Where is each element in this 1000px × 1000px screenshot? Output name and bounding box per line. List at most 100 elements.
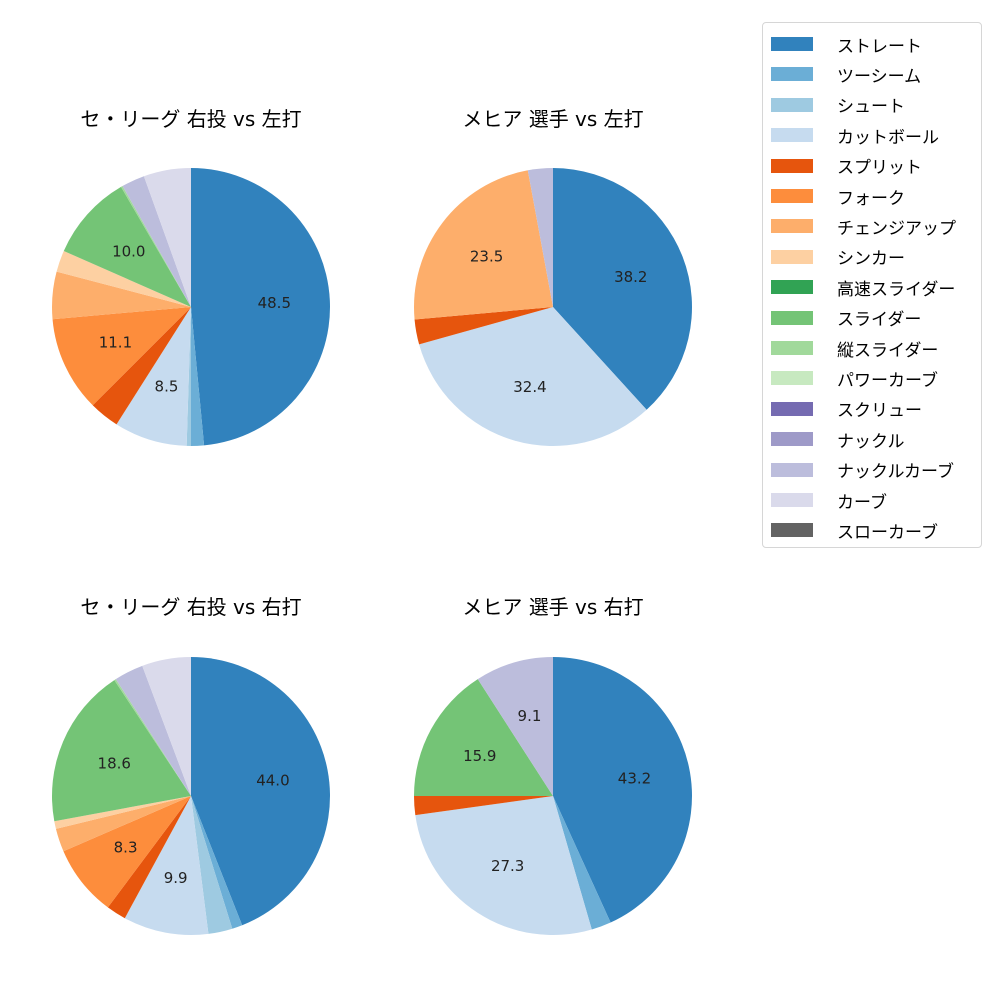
legend-item: ナックル	[771, 429, 905, 452]
legend-label: ストレート	[837, 36, 922, 57]
legend-label: シュート	[837, 97, 905, 118]
legend-swatch	[771, 128, 813, 143]
pie-slice	[122, 176, 191, 307]
legend-label: パワーカーブ	[837, 370, 938, 391]
legend-swatch	[771, 249, 813, 264]
pie-slice	[116, 307, 191, 446]
legend-label: チェンジアップ	[837, 218, 956, 239]
legend-label: ナックルカーブ	[837, 462, 954, 483]
legend-label: 高速スライダー	[837, 279, 956, 300]
slice-label: 11.1	[99, 333, 132, 351]
legend-swatch	[771, 341, 813, 355]
slice-label: 23.5	[470, 248, 503, 266]
legend-label: スプリット	[837, 158, 922, 179]
pie-slice	[527, 168, 553, 307]
legend-swatch	[771, 493, 813, 507]
legend-label: スローカーブ	[837, 522, 938, 543]
legend-label: シンカー	[837, 249, 905, 270]
pie-slice	[124, 796, 209, 935]
slice-label: 38.2	[614, 268, 647, 286]
legend-item: 縦スライダー	[771, 338, 939, 361]
pie-slice	[115, 665, 191, 796]
chart-title-1: セ・リーグ 右投 vs 左打	[80, 107, 302, 131]
pie-slice	[414, 307, 553, 345]
legend-swatch	[771, 97, 813, 112]
legend-label: スライダー	[837, 310, 922, 331]
pie-slice	[92, 307, 191, 425]
pie-slice	[107, 796, 191, 919]
slice-label: 9.9	[164, 869, 188, 887]
pie-slice	[553, 168, 692, 410]
slice-label: 18.6	[98, 754, 131, 772]
slice-label: 27.3	[491, 857, 524, 875]
legend-swatch	[771, 67, 813, 82]
pie-slice	[419, 307, 647, 446]
pie-slice	[553, 657, 692, 923]
pie-slice	[186, 307, 191, 446]
legend-swatch	[771, 310, 813, 325]
legend-item: フォーク	[771, 186, 905, 209]
slice-label: 32.4	[513, 378, 546, 396]
legend-item: ストレート	[771, 34, 922, 57]
pie-slice	[56, 250, 191, 307]
legend-item: シュート	[771, 95, 905, 118]
legend-item: スプリット	[771, 156, 922, 179]
pie-slice	[52, 680, 192, 822]
chart-title-3: セ・リーグ 右投 vs 右打	[80, 595, 302, 619]
legend-swatch	[771, 219, 813, 234]
legend-swatch	[771, 432, 813, 447]
legend-item: スローカーブ	[771, 520, 938, 543]
pie-slice	[191, 657, 331, 926]
slice-label: 8.3	[114, 839, 138, 857]
pie-slice	[63, 796, 191, 908]
pie-slice	[553, 796, 611, 930]
pie-slice	[191, 307, 205, 446]
legend-label: フォーク	[837, 188, 905, 209]
slice-label: 43.2	[618, 769, 651, 787]
pie-slice	[52, 307, 191, 406]
legend-item: スライダー	[771, 308, 922, 331]
legend-swatch	[771, 462, 813, 477]
pie-slice	[477, 657, 553, 796]
legend-item: ナックルカーブ	[771, 460, 954, 483]
pie-slice	[414, 679, 553, 796]
slice-label: 48.5	[258, 294, 291, 312]
legend-swatch	[771, 280, 813, 295]
legend-swatch	[771, 371, 813, 386]
pie-slice	[191, 168, 331, 446]
pie-slice	[414, 796, 553, 816]
pie-slice	[114, 679, 191, 796]
pie-slice	[54, 796, 191, 829]
legend-label: 縦スライダー	[837, 340, 939, 361]
legend-label: ナックル	[837, 431, 905, 452]
legend-label: カーブ	[837, 492, 887, 513]
legend-label: ツーシーム	[837, 66, 922, 87]
slice-label: 8.5	[155, 378, 179, 396]
slice-label: 10.0	[112, 242, 145, 260]
pie-slice	[142, 657, 191, 796]
legend-item: チェンジアップ	[771, 216, 956, 239]
legend-item: スクリュー	[771, 399, 922, 422]
legend-label: カットボール	[837, 127, 939, 148]
legend-swatch	[771, 523, 813, 538]
pie-slice	[143, 168, 191, 307]
legend-swatch	[771, 158, 813, 173]
legend: ストレートツーシームシュートカットボール スプリットフォークチェンジアップ シンカー…	[762, 22, 982, 548]
legend-item: 高速スライダー	[771, 277, 956, 300]
legend-label: スクリュー	[837, 401, 922, 422]
legend-swatch	[771, 401, 813, 416]
legend-swatch	[771, 189, 813, 203]
pie-slice	[414, 170, 553, 320]
legend-swatch	[771, 37, 813, 51]
legend-item: パワーカーブ	[771, 368, 938, 391]
pie-slice	[191, 796, 233, 934]
pie-slice	[191, 796, 243, 929]
legend-item: カーブ	[771, 490, 887, 513]
pie-slice	[120, 186, 191, 307]
chart-title-2: メヒア 選手 vs 左打	[462, 107, 644, 131]
slice-label: 44.0	[256, 771, 289, 789]
